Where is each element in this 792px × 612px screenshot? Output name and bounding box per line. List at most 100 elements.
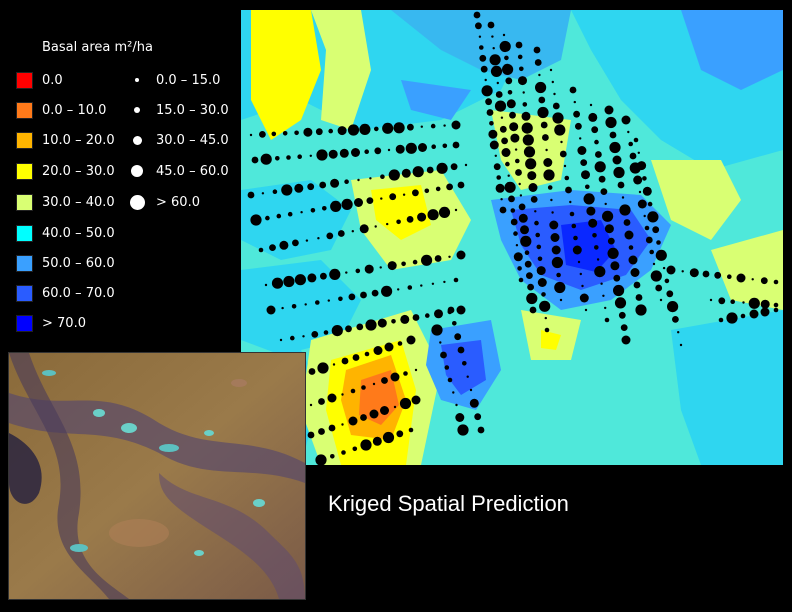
sample-point xyxy=(439,341,442,344)
legend-swatch xyxy=(16,285,33,302)
legend-class-label: 50.0 – 60.0 xyxy=(42,256,115,271)
sample-point xyxy=(559,150,567,158)
sample-point xyxy=(493,163,501,171)
sample-point xyxy=(551,211,554,214)
sample-point xyxy=(596,258,600,261)
sample-point xyxy=(455,403,458,407)
sample-point xyxy=(749,309,759,319)
sample-point xyxy=(294,130,299,136)
sample-point xyxy=(366,197,374,205)
legend-class-label: 20.0 – 30.0 xyxy=(42,164,115,179)
sample-point xyxy=(443,280,446,284)
sample-point xyxy=(488,129,498,139)
legend-swatch xyxy=(16,72,33,89)
sample-point xyxy=(524,260,532,268)
sample-point xyxy=(412,189,419,197)
sample-point xyxy=(569,200,572,204)
sample-point xyxy=(519,194,523,197)
sample-point xyxy=(538,73,541,77)
sample-point xyxy=(655,284,663,292)
sample-point xyxy=(647,201,653,207)
sample-point xyxy=(396,219,401,225)
sample-point xyxy=(328,149,338,159)
sample-point xyxy=(387,148,391,152)
sample-point xyxy=(628,255,638,265)
sample-point xyxy=(607,247,619,259)
sample-point xyxy=(515,169,522,176)
legend-class-item: 10.0 – 20.0 xyxy=(16,132,115,149)
sample-point xyxy=(444,365,450,370)
sample-point xyxy=(718,317,724,323)
sample-point xyxy=(580,159,588,167)
legend-title: Basal area m²/ha xyxy=(42,40,153,55)
sample-point xyxy=(522,134,534,146)
sample-point xyxy=(666,265,676,275)
sample-point xyxy=(583,193,595,205)
legend-point-symbol xyxy=(129,194,145,210)
sample-point xyxy=(290,335,295,341)
sample-point xyxy=(537,278,547,287)
sample-point xyxy=(457,346,465,354)
sample-point xyxy=(406,335,416,345)
sample-point xyxy=(469,388,473,392)
sample-point xyxy=(518,76,527,86)
surface-zone xyxy=(561,220,616,272)
sample-point xyxy=(610,261,620,271)
sample-point xyxy=(502,33,506,37)
sample-point xyxy=(408,427,414,433)
sample-point xyxy=(499,206,507,214)
sample-point xyxy=(478,35,482,38)
sample-point xyxy=(598,175,606,183)
sample-point xyxy=(436,162,448,174)
legend-point-label: 45.0 – 60.0 xyxy=(156,164,229,179)
sample-point xyxy=(730,299,735,305)
sample-point xyxy=(330,454,335,459)
sample-point xyxy=(517,54,523,60)
sample-point xyxy=(649,249,654,255)
sample-point xyxy=(642,186,652,196)
legend-point-label: 0.0 – 15.0 xyxy=(156,73,221,88)
sample-point xyxy=(397,288,400,291)
legend-class-item: 0.0 – 10.0 xyxy=(16,102,106,119)
sample-point xyxy=(269,244,276,252)
sample-point xyxy=(318,398,325,405)
sample-point xyxy=(523,146,536,158)
legend-point-label: 15.0 – 30.0 xyxy=(156,103,229,118)
legend-point-label: > 60.0 xyxy=(156,195,200,210)
sample-point xyxy=(517,266,522,271)
sample-point xyxy=(258,247,264,253)
sample-point xyxy=(380,197,383,200)
sample-point xyxy=(412,314,420,321)
sample-point xyxy=(647,211,659,223)
sample-point xyxy=(528,183,538,192)
surface-zone xyxy=(241,180,351,260)
sample-point xyxy=(348,293,356,301)
legend-swatch xyxy=(16,194,33,211)
sample-point xyxy=(447,377,453,383)
sample-point xyxy=(510,218,518,226)
sample-point xyxy=(320,272,327,280)
sample-point xyxy=(559,298,563,302)
sample-point xyxy=(565,186,572,194)
sample-point xyxy=(307,431,315,439)
sample-point xyxy=(504,181,516,193)
sample-point xyxy=(351,230,354,233)
sample-point xyxy=(507,174,510,177)
sample-point xyxy=(584,308,588,312)
sample-point xyxy=(530,196,538,203)
sample-point xyxy=(494,154,497,157)
sample-point xyxy=(304,303,307,306)
sample-point xyxy=(500,116,504,119)
sample-point xyxy=(510,133,520,143)
sample-point xyxy=(440,351,447,359)
sample-point xyxy=(604,317,610,323)
sample-point xyxy=(332,363,336,366)
sample-point xyxy=(619,204,631,216)
sample-point xyxy=(352,446,358,452)
sample-point xyxy=(633,137,639,143)
sample-point xyxy=(635,294,643,301)
sample-point xyxy=(535,232,540,238)
sample-point xyxy=(689,268,699,278)
sample-point xyxy=(317,362,329,374)
surface-zone xyxy=(359,370,399,425)
